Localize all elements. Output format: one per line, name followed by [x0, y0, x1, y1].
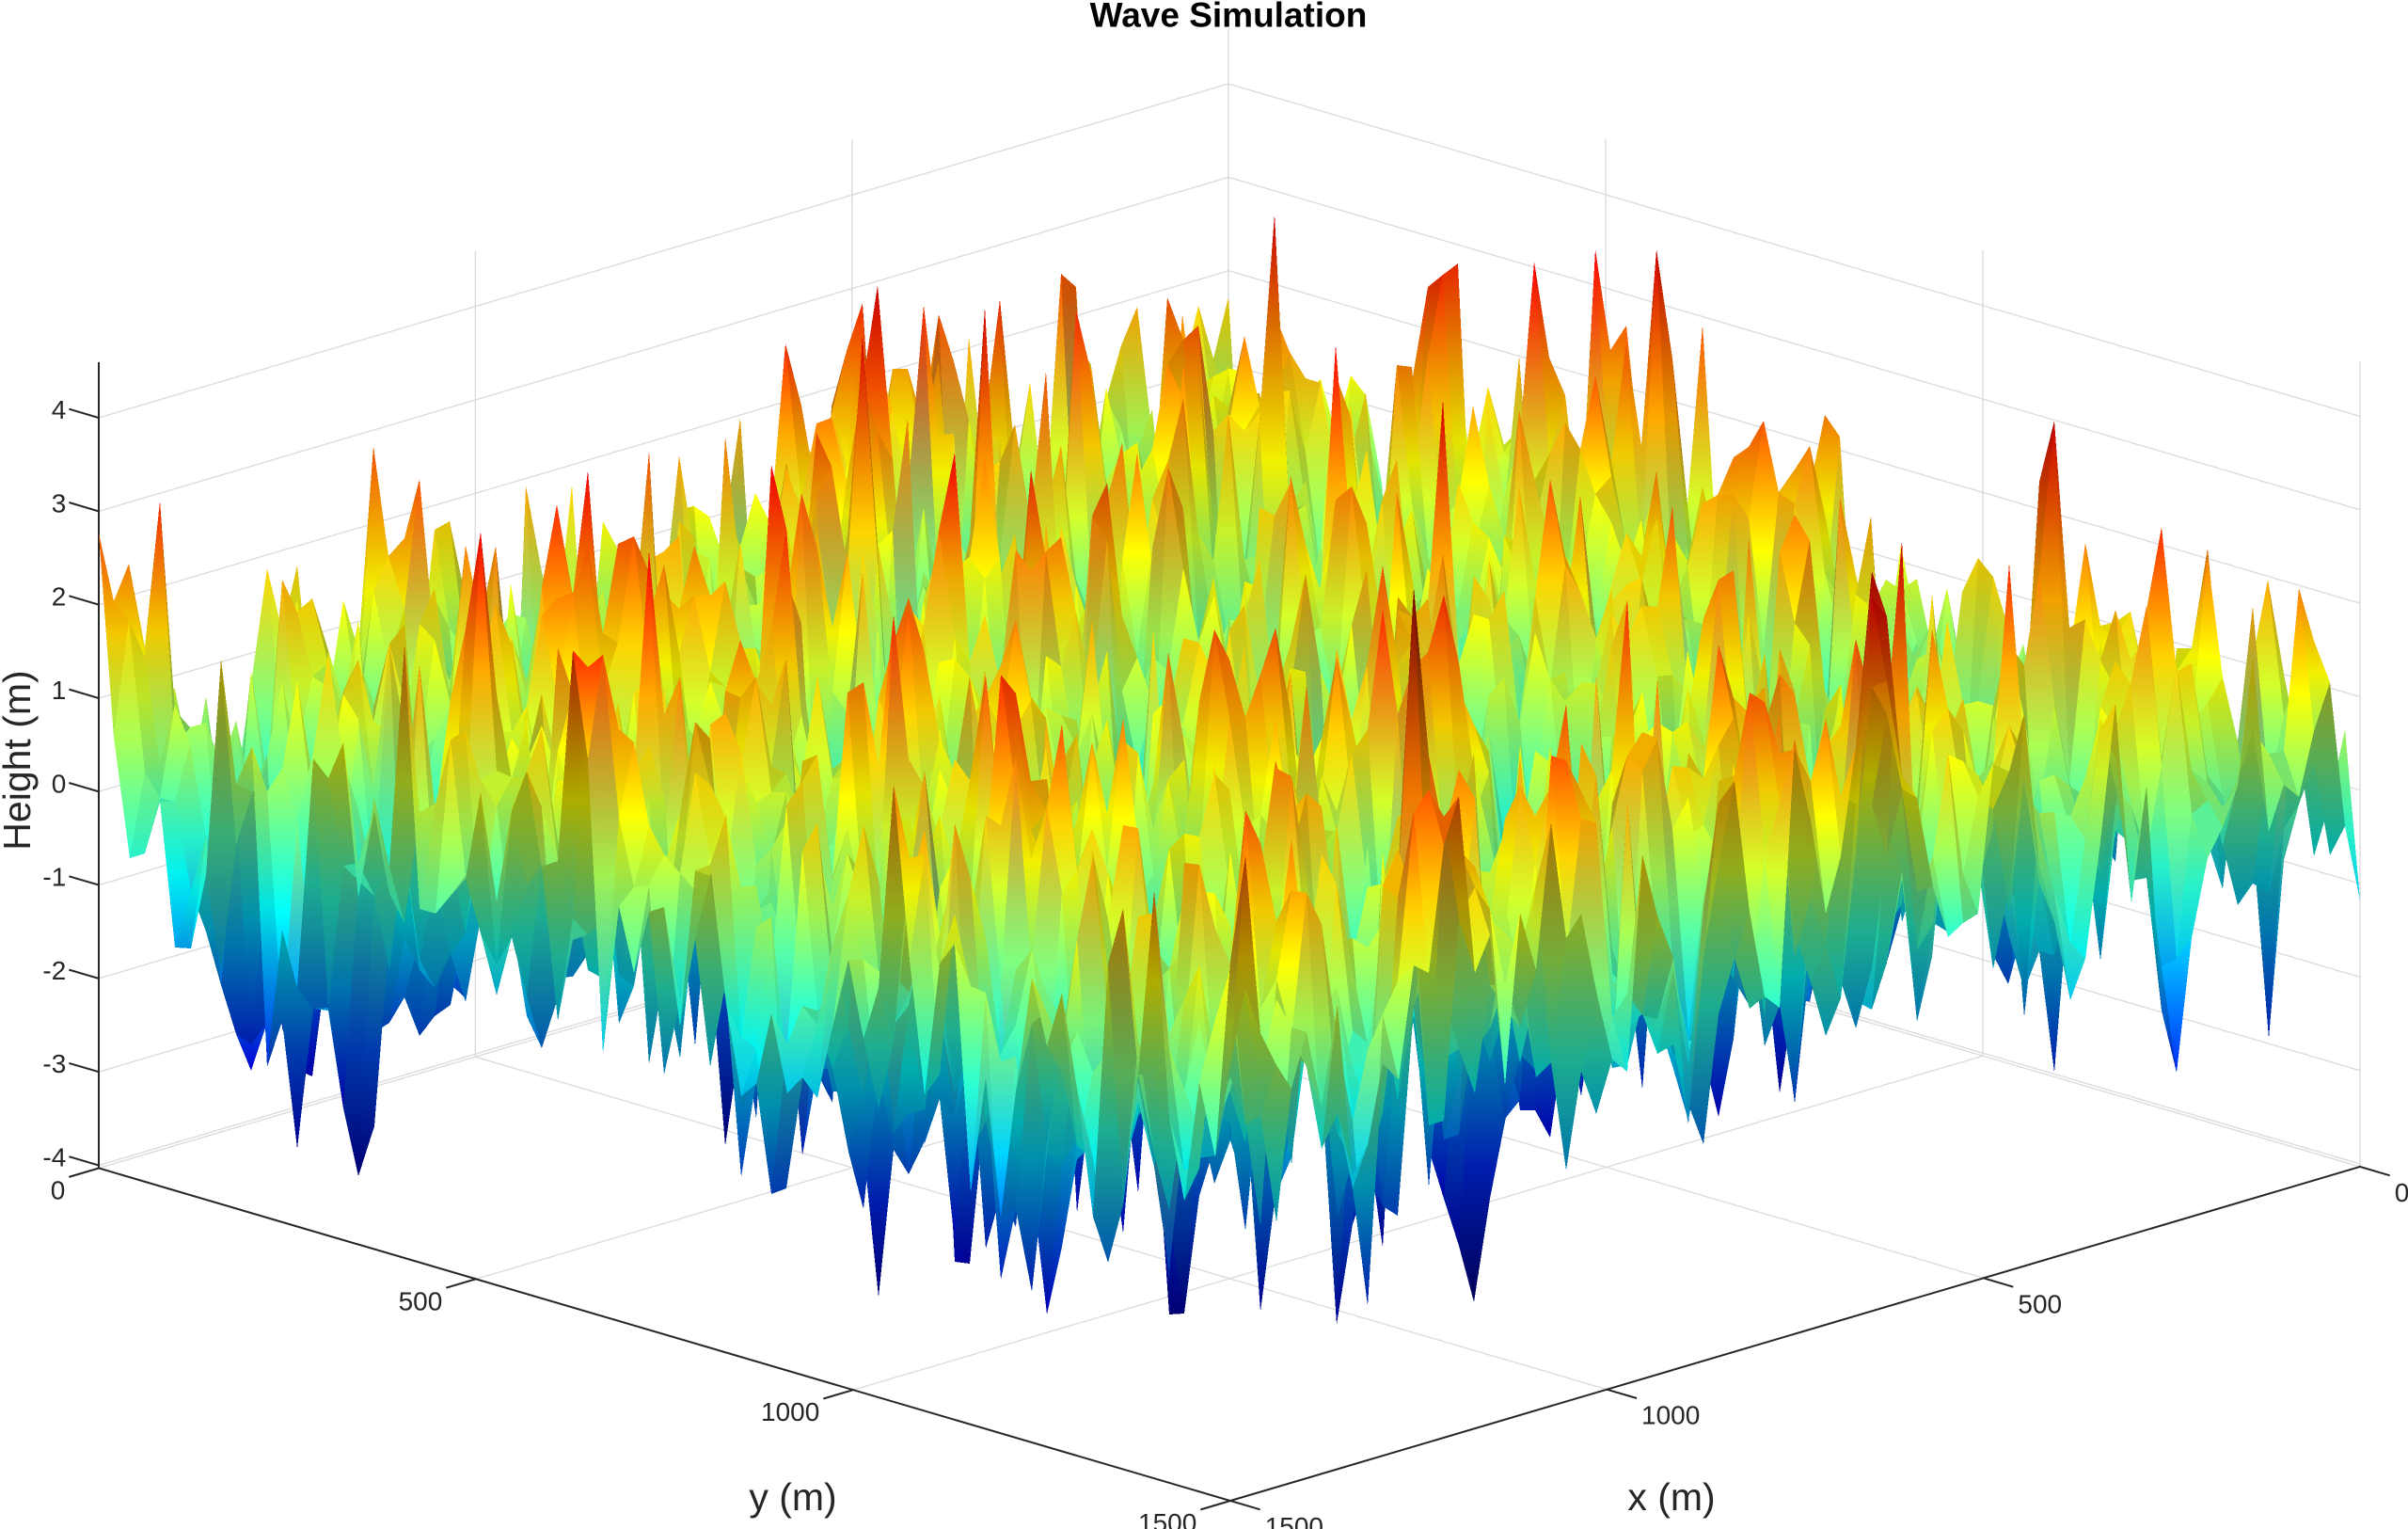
svg-text:x (m): x (m): [1627, 1475, 1715, 1519]
svg-text:4: 4: [52, 395, 67, 424]
svg-text:Wave Simulation: Wave Simulation: [1090, 0, 1368, 35]
svg-text:0: 0: [51, 1176, 66, 1205]
svg-text:1000: 1000: [761, 1397, 819, 1426]
svg-text:0: 0: [2395, 1178, 2408, 1207]
svg-text:-4: -4: [42, 1143, 66, 1172]
svg-text:1000: 1000: [1641, 1401, 1700, 1430]
svg-text:0: 0: [52, 769, 67, 798]
svg-text:3: 3: [52, 488, 67, 518]
svg-text:-1: -1: [42, 863, 66, 892]
svg-text:y (m): y (m): [749, 1475, 836, 1519]
svg-text:-2: -2: [42, 956, 66, 985]
svg-text:500: 500: [399, 1286, 443, 1315]
svg-text:2: 2: [52, 582, 67, 612]
svg-text:-3: -3: [42, 1049, 66, 1078]
svg-text:1500: 1500: [1138, 1508, 1196, 1529]
svg-text:1500: 1500: [1265, 1512, 1323, 1529]
svg-text:1: 1: [52, 676, 67, 705]
svg-text:Height (m): Height (m): [0, 670, 39, 850]
svg-text:500: 500: [2018, 1289, 2062, 1318]
